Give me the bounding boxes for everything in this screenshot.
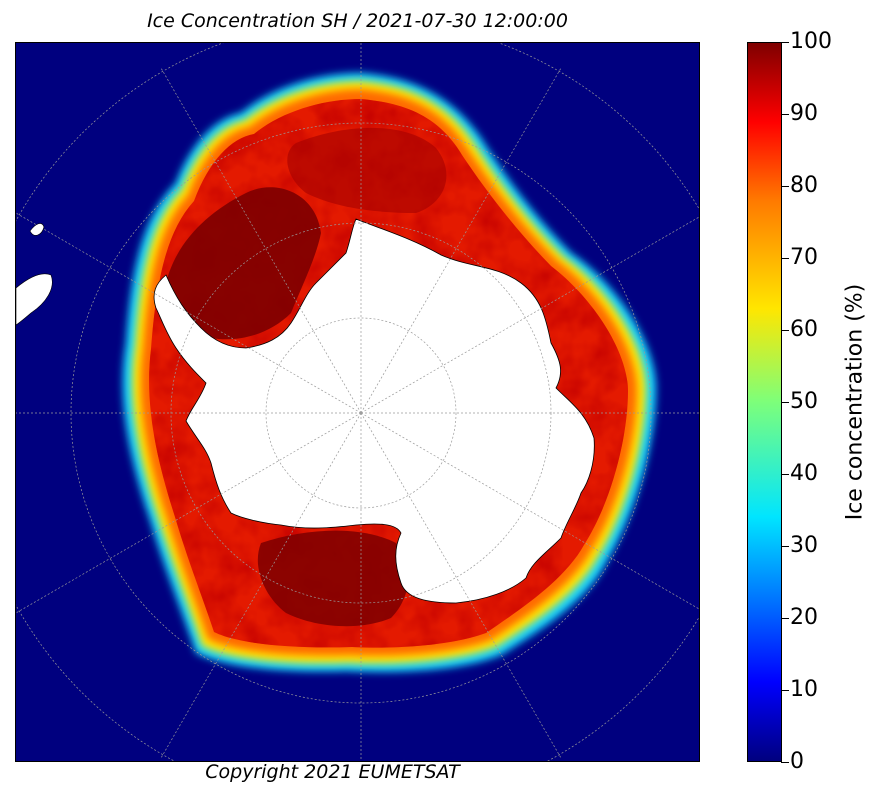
south-america-land xyxy=(16,273,53,326)
colorbar-tick xyxy=(781,761,789,763)
colorbar-tick-label: 40 xyxy=(790,461,818,486)
sea-ice-east-core xyxy=(287,127,447,213)
colorbar-tick xyxy=(781,401,789,403)
colorbar-tick-label: 80 xyxy=(790,173,818,198)
colorbar-tick xyxy=(781,617,789,619)
map-title: Ice Concentration SH / 2021-07-30 12:00:… xyxy=(147,10,568,32)
colorbar-tick xyxy=(781,41,789,43)
colorbar-tick xyxy=(781,185,789,187)
colorbar-tick xyxy=(781,689,789,691)
colorbar-label: Ice concentration (%) xyxy=(842,283,868,521)
colorbar-tick-label: 30 xyxy=(790,533,818,558)
colorbar-tick-label: 60 xyxy=(790,317,818,342)
colorbar-tick-label: 100 xyxy=(790,29,832,54)
colorbar xyxy=(747,42,782,762)
colorbar-tick-label: 50 xyxy=(790,389,818,414)
colorbar-tick xyxy=(781,257,789,259)
copyright-text: Copyright 2021 EUMETSAT xyxy=(205,761,460,783)
colorbar-tick xyxy=(781,473,789,475)
colorbar-tick-label: 20 xyxy=(790,605,818,630)
colorbar-tick-label: 0 xyxy=(790,749,804,774)
south-georgia-land xyxy=(29,223,45,236)
map-canvas xyxy=(16,43,699,761)
sea-ice-map xyxy=(15,42,700,762)
antarctica-land xyxy=(153,218,595,604)
colorbar-tick-label: 10 xyxy=(790,677,818,702)
colorbar-tick xyxy=(781,113,789,115)
colorbar-tick-label: 90 xyxy=(790,101,818,126)
colorbar-tick xyxy=(781,329,789,331)
sea-ice-ross-core xyxy=(257,530,409,627)
colorbar-tick xyxy=(781,545,789,547)
graticule xyxy=(16,43,699,761)
colorbar-tick-label: 70 xyxy=(790,245,818,270)
